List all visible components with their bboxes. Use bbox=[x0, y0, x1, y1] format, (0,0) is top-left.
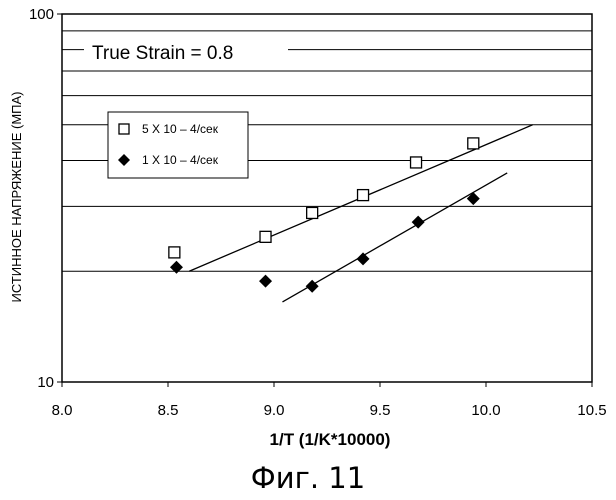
data-point-diamond bbox=[357, 252, 370, 265]
figure-caption: Фиг. 11 bbox=[251, 461, 365, 495]
true-strain-annotation: True Strain = 0.8 bbox=[92, 43, 233, 64]
data-point-square bbox=[411, 157, 422, 168]
legend-label-series-1: 5 X 10 – 4/сек bbox=[142, 122, 219, 136]
data-point-square bbox=[358, 190, 369, 201]
y-tick-label: 10 bbox=[37, 374, 54, 391]
legend: 5 X 10 – 4/сек 1 X 10 – 4/сек bbox=[108, 112, 248, 178]
data-point-diamond bbox=[467, 192, 480, 205]
x-tick-label: 9.5 bbox=[370, 402, 391, 419]
trendline-series-2 bbox=[282, 173, 507, 302]
data-point-square bbox=[169, 247, 180, 258]
x-tick-label: 9.0 bbox=[264, 402, 285, 419]
annotation-box: True Strain = 0.8 bbox=[84, 34, 288, 70]
y-tick-label: 100 bbox=[29, 6, 54, 23]
legend-label-series-2: 1 X 10 – 4/сек bbox=[142, 153, 219, 167]
data-point-square bbox=[260, 231, 271, 242]
legend-marker-open-square bbox=[119, 124, 129, 134]
x-tick-label: 8.0 bbox=[52, 402, 73, 419]
data-point-diamond bbox=[259, 275, 272, 288]
data-point-square bbox=[307, 207, 318, 218]
x-tick-label: 10.0 bbox=[471, 402, 500, 419]
data-point-diamond bbox=[170, 261, 183, 274]
x-axis-label: 1/T (1/K*10000) bbox=[270, 430, 391, 449]
y-axis-label: ИСТИННОЕ НАПРЯЖЕНИЕ (МПА) bbox=[9, 92, 24, 303]
x-tick-label: 8.5 bbox=[158, 402, 179, 419]
x-tick-label: 10.5 bbox=[577, 402, 606, 419]
data-point-square bbox=[468, 138, 479, 149]
